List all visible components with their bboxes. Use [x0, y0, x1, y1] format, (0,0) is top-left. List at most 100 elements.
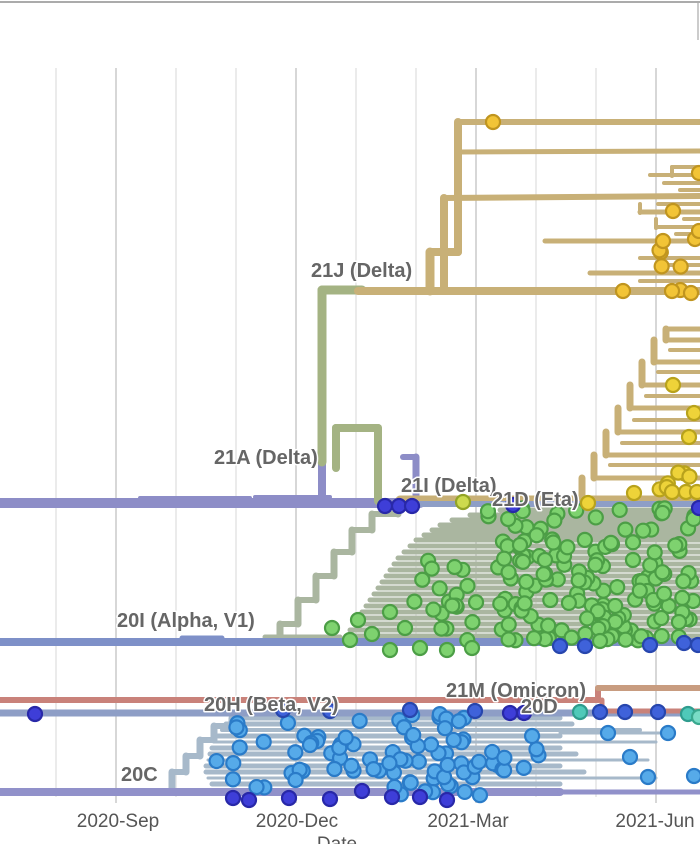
tip-node-green[interactable] — [516, 595, 533, 612]
tip-node-lightblue[interactable] — [528, 741, 545, 758]
tip-node-green[interactable] — [607, 597, 624, 615]
tip-node-indigo[interactable] — [321, 790, 339, 808]
tip-node-green[interactable] — [381, 603, 399, 621]
tip-node-gold[interactable] — [664, 202, 682, 220]
tip-node-gold[interactable] — [654, 232, 672, 250]
tip-node-green[interactable] — [431, 580, 448, 597]
tip-node-indigo[interactable] — [353, 782, 371, 800]
tip-node-indigo[interactable] — [376, 497, 394, 515]
branch-tan[interactable] — [441, 193, 700, 201]
tip-node-royal[interactable] — [591, 703, 609, 721]
tip-node-green[interactable] — [675, 573, 692, 590]
tip-node-green[interactable] — [563, 629, 580, 646]
tip-node-green[interactable] — [624, 534, 642, 551]
tip-node-lightblue[interactable] — [402, 774, 419, 791]
tip-node-green[interactable] — [617, 631, 634, 648]
tip-node-indigo[interactable] — [26, 705, 44, 723]
tip-node-green[interactable] — [425, 601, 442, 618]
tip-node-green[interactable] — [500, 564, 517, 581]
tip-node-lightblue[interactable] — [621, 748, 639, 766]
tip-node-green[interactable] — [500, 510, 517, 528]
tip-node-lightblue[interactable] — [422, 736, 440, 753]
tip-node-lightblue[interactable] — [523, 727, 541, 745]
tip-node-lightblue[interactable] — [224, 771, 242, 788]
tip-node-lightblue[interactable] — [287, 771, 304, 789]
tip-node-green[interactable] — [438, 641, 456, 659]
tip-node-gold[interactable] — [690, 222, 700, 240]
tip-node-lightblue[interactable] — [225, 755, 242, 772]
tip-node-lightblue[interactable] — [439, 756, 456, 774]
tip-node-indigo[interactable] — [690, 499, 700, 517]
tip-node-royal[interactable] — [576, 637, 594, 655]
tip-node-indigo[interactable] — [438, 791, 456, 809]
tip-node-lightblue[interactable] — [410, 753, 427, 770]
tip-node-lightblue[interactable] — [208, 752, 225, 770]
tip-node-royal[interactable] — [321, 702, 339, 720]
tip-node-green[interactable] — [568, 502, 585, 519]
tip-node-indigo[interactable] — [224, 789, 242, 807]
tip-node-indigo[interactable] — [280, 789, 298, 807]
tip-node-green[interactable] — [579, 610, 596, 627]
tip-node-green[interactable] — [518, 573, 535, 590]
tip-node-green[interactable] — [667, 537, 684, 554]
tip-node-green[interactable] — [463, 639, 481, 657]
tip-node-green[interactable] — [631, 582, 648, 599]
tip-node-green[interactable] — [433, 620, 450, 637]
tip-node-royal[interactable] — [466, 702, 484, 720]
tip-node-green[interactable] — [446, 558, 463, 576]
tip-node-green[interactable] — [617, 521, 634, 538]
tip-node-green[interactable] — [363, 625, 381, 643]
tip-node-royal[interactable] — [675, 634, 693, 652]
tip-node-yellow[interactable] — [688, 483, 700, 501]
tip-node-green[interactable] — [653, 627, 670, 645]
tip-node-green[interactable] — [635, 522, 652, 539]
tip-node-green[interactable] — [525, 630, 543, 647]
tip-node-gold[interactable] — [682, 284, 700, 302]
tip-node-lightblue[interactable] — [381, 755, 398, 772]
tip-node-green[interactable] — [611, 501, 628, 519]
tip-node-green[interactable] — [587, 509, 604, 526]
tip-node-green[interactable] — [674, 589, 691, 606]
tip-node-green[interactable] — [546, 512, 563, 529]
tip-node-green[interactable] — [535, 566, 552, 583]
tip-node-green[interactable] — [500, 616, 517, 633]
tip-node-lightblue[interactable] — [515, 759, 532, 776]
tip-node-green[interactable] — [591, 632, 609, 650]
tip-node-green[interactable] — [341, 631, 359, 649]
tip-node-lightblue[interactable] — [445, 731, 462, 749]
tip-node-green[interactable] — [536, 551, 554, 569]
tip-node-lightblue[interactable] — [450, 713, 468, 730]
tip-node-lightblue[interactable] — [287, 744, 304, 761]
tip-node-lightblue[interactable] — [685, 767, 700, 785]
tip-node-lightblue[interactable] — [639, 768, 657, 786]
tip-node-lightblue[interactable] — [248, 778, 265, 796]
tip-node-green[interactable] — [602, 534, 620, 551]
tip-node-green[interactable] — [467, 594, 485, 611]
tip-node-yellow[interactable] — [663, 483, 681, 501]
tip-node-lightblue[interactable] — [365, 761, 382, 778]
tip-node-lightblue[interactable] — [228, 719, 245, 736]
tip-node-green[interactable] — [654, 504, 671, 522]
tip-node-lightblue[interactable] — [301, 736, 319, 754]
tip-node-lightblue[interactable] — [343, 757, 360, 774]
tip-node-green[interactable] — [349, 611, 367, 629]
tip-node-lightblue[interactable] — [405, 726, 422, 744]
tip-node-yellow[interactable] — [681, 468, 698, 485]
tip-node-lightblue[interactable] — [231, 739, 248, 756]
tip-node-green[interactable] — [411, 639, 429, 657]
tip-node-lightblue[interactable] — [255, 733, 272, 750]
tip-node-green[interactable] — [528, 527, 545, 544]
tip-node-green[interactable] — [444, 597, 461, 614]
branch-tan[interactable] — [455, 148, 700, 155]
tip-node-teal[interactable] — [571, 703, 589, 721]
tip-node-green[interactable] — [514, 553, 532, 570]
tip-node-yellow[interactable] — [579, 494, 597, 512]
tip-node-royal[interactable] — [641, 636, 659, 654]
tip-node-green[interactable] — [560, 594, 578, 612]
tip-node-indigo[interactable] — [501, 704, 519, 722]
tip-node-royal[interactable] — [274, 701, 292, 719]
tip-node-lightblue[interactable] — [337, 729, 354, 746]
tip-node-indigo[interactable] — [411, 788, 429, 806]
tip-node-green[interactable] — [381, 641, 399, 659]
